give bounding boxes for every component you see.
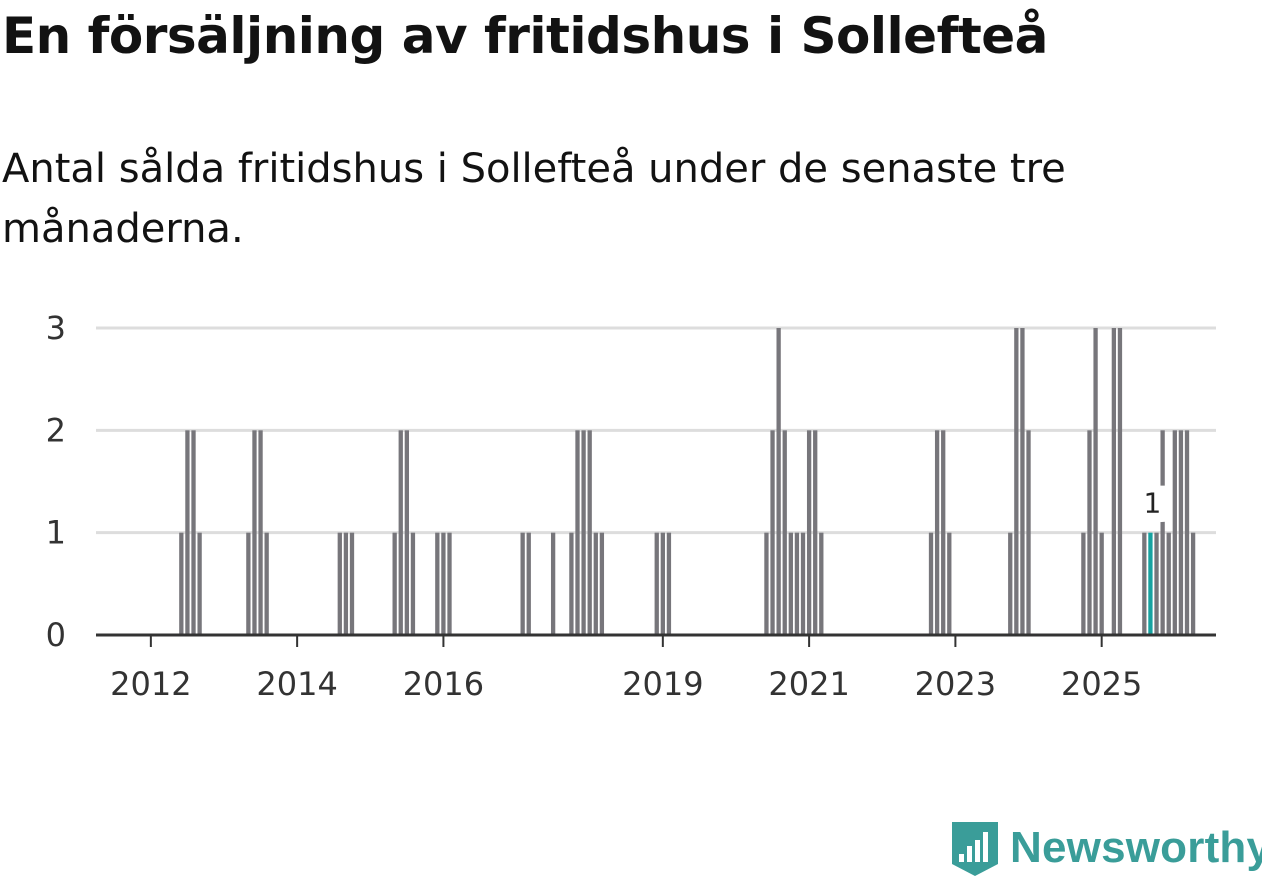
bar	[660, 532, 665, 635]
bar	[599, 532, 605, 635]
bar-highlight	[1148, 532, 1153, 635]
bar	[191, 430, 196, 635]
bar	[794, 532, 800, 635]
bar	[1026, 430, 1031, 635]
bar	[197, 532, 202, 635]
chart-subtitle: Antal sålda fritidshus i Sollefteå under…	[2, 146, 1066, 252]
bar	[819, 532, 824, 635]
bar	[587, 430, 592, 635]
bar	[782, 430, 787, 635]
bar	[569, 532, 574, 635]
bar	[934, 430, 940, 635]
highlight-value-label: 1	[1144, 487, 1162, 520]
x-tick-label: 2014	[256, 665, 337, 703]
page-title: En försäljning av fritidshus i Sollefteå	[2, 7, 1048, 65]
newsworthy-logo: Newsworthy	[950, 818, 1262, 878]
bar	[246, 532, 251, 635]
newsworthy-chart-icon	[952, 822, 998, 876]
bar	[1154, 532, 1159, 635]
x-tick-label: 2025	[1061, 665, 1142, 703]
bar	[654, 532, 659, 635]
bar	[788, 532, 793, 635]
x-tick-label: 2016	[403, 665, 484, 703]
bar	[264, 532, 269, 635]
bar	[343, 532, 349, 635]
x-tick-label: 2012	[110, 665, 191, 703]
bar	[581, 430, 586, 635]
bar	[947, 532, 952, 635]
bar	[337, 532, 342, 635]
bar	[764, 532, 769, 635]
y-tick-label: 0	[46, 616, 66, 654]
bar	[179, 532, 184, 635]
brand-name: Newsworthy	[1010, 823, 1262, 872]
bar	[806, 430, 812, 635]
bar	[1093, 328, 1098, 635]
bar	[392, 532, 397, 635]
axes	[96, 633, 1216, 647]
bar	[185, 430, 190, 635]
bar	[526, 532, 531, 635]
x-tick-label: 2023	[915, 665, 996, 703]
bar	[447, 532, 452, 635]
bar	[800, 532, 806, 635]
bar	[575, 430, 580, 635]
bar	[1087, 430, 1092, 635]
bar	[770, 430, 775, 635]
bar	[666, 532, 672, 635]
bar	[1184, 430, 1190, 635]
bar	[1142, 532, 1147, 635]
bar	[928, 532, 934, 635]
gridlines	[96, 326, 1216, 535]
bar	[776, 328, 781, 635]
bar	[1099, 532, 1104, 635]
bar	[441, 532, 446, 635]
x-tick-label: 2019	[622, 665, 703, 703]
bar	[1190, 532, 1196, 635]
bar	[1111, 328, 1117, 635]
bar	[1166, 532, 1171, 635]
labels: 0 1 2 3 2012 2014 2016 2019 2021 2023 2025 1	[46, 309, 1168, 703]
bar	[258, 430, 263, 635]
y-tick-label: 3	[46, 309, 66, 347]
bar	[349, 532, 355, 635]
bar	[1020, 328, 1025, 635]
bar	[398, 430, 403, 635]
bar	[1160, 430, 1165, 635]
bars	[179, 328, 1196, 635]
bar	[813, 430, 818, 635]
bar	[410, 532, 416, 635]
annotation-callout	[1135, 485, 1168, 524]
y-tick-label: 1	[46, 514, 66, 552]
x-tick-label: 2021	[768, 665, 849, 703]
bar	[404, 430, 409, 635]
highlight-annotation: 1	[1135, 485, 1168, 524]
bar	[941, 430, 946, 635]
bar	[435, 532, 440, 635]
bar	[1178, 430, 1184, 635]
bar	[520, 532, 525, 635]
bar	[252, 430, 257, 635]
bar	[1081, 532, 1086, 635]
bar	[593, 532, 598, 635]
bar	[1008, 532, 1013, 635]
bar	[1014, 328, 1019, 635]
bar	[550, 532, 556, 635]
bar	[1172, 430, 1177, 635]
bar	[1117, 328, 1123, 635]
y-tick-label: 2	[46, 411, 66, 449]
